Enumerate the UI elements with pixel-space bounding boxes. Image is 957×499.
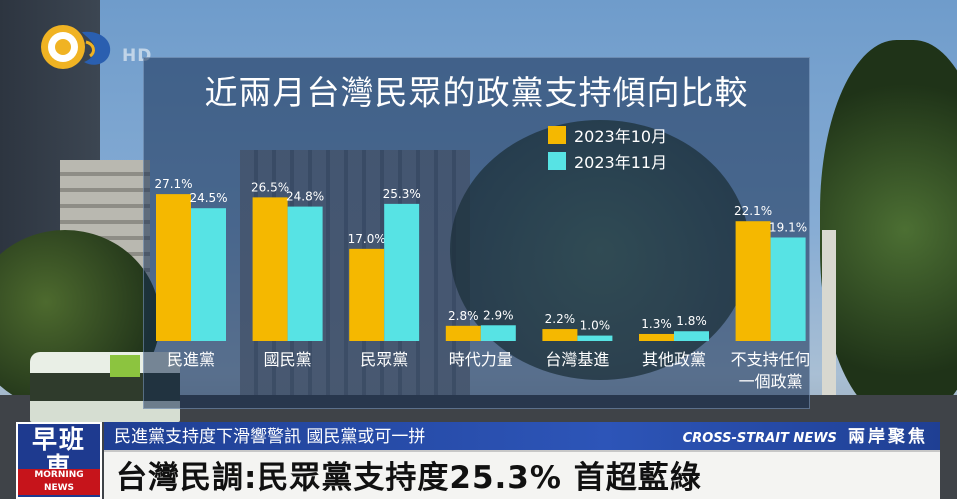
legend-swatch-oct	[548, 126, 566, 144]
program-logo: 早班 車 MORNING NEWS	[16, 422, 102, 499]
chart-panel: 近兩月台灣民眾的政黨支持傾向比較 2023年10月 2023年11月 27.1%…	[143, 57, 810, 409]
legend-swatch-nov	[548, 152, 566, 170]
segment-label-en: CROSS-STRAIT NEWS	[682, 431, 837, 446]
data-label-nov-6: 19.1%	[769, 220, 807, 234]
headline-bar: 台灣民調:民眾黨支持度25.3% 首超藍綠	[104, 450, 940, 499]
bar-oct-3	[445, 325, 481, 341]
category-label-3: 時代力量	[449, 350, 513, 369]
category-label-4: 台灣基進	[545, 350, 609, 369]
bar-oct-2	[349, 248, 385, 341]
bar-chart-plot: 27.1%24.5% 民進黨 26.5%24.8% 國民黨 17.0% 25.3% 民眾黨 2…	[154, 177, 809, 391]
legend-item-oct: 2023年10月	[548, 122, 667, 148]
category-label-5: 其他政黨	[642, 350, 706, 369]
category-label-6-line1: 不支持任何	[731, 350, 809, 369]
data-label-nov-2: 25.3%	[383, 187, 421, 201]
bar-nov-2	[384, 203, 420, 341]
ticker-text: 民進黨支持度下滑響警訊 國民黨或可一拼	[114, 427, 426, 447]
data-label-oct-6: 22.1%	[734, 204, 772, 218]
bar-nov-4	[577, 335, 613, 341]
bar-nov-6	[770, 237, 806, 341]
data-label-oct-0: 27.1%	[154, 177, 192, 191]
bar-oct-6	[735, 221, 771, 341]
legend-label-oct: 2023年10月	[574, 127, 668, 146]
bar-oct-1	[252, 197, 288, 341]
data-label-oct-5: 1.3%	[641, 317, 672, 331]
legend-label-nov: 2023年11月	[574, 153, 668, 172]
data-label-oct-4: 2.2%	[545, 312, 576, 326]
chart-title: 近兩月台灣民眾的政黨支持傾向比較	[204, 73, 749, 112]
bar-oct-0	[156, 194, 191, 341]
data-label-oct-2: 17.0%	[348, 232, 386, 246]
data-label-nov-0: 24.5%	[189, 191, 227, 205]
category-label-2: 民眾黨	[360, 350, 408, 369]
data-label-nov-1: 24.8%	[286, 190, 324, 204]
channel-logo	[41, 25, 111, 69]
bar-nov-3	[480, 325, 516, 341]
data-label-nov-4: 1.0%	[580, 319, 611, 333]
bar-oct-4	[542, 329, 578, 341]
segment-label-zh: 兩岸聚焦	[848, 427, 928, 447]
data-label-oct-1: 26.5%	[251, 180, 289, 194]
legend-item-nov: 2023年11月	[548, 148, 667, 174]
category-label-0: 民進黨	[167, 350, 215, 369]
segment-label: CROSS-STRAIT NEWS 兩岸聚焦	[683, 422, 928, 451]
data-label-oct-3: 2.8%	[448, 309, 479, 323]
headline-text: 台灣民調:民眾黨支持度25.3% 首超藍綠	[116, 460, 702, 496]
program-logo-line1: 早班	[31, 425, 86, 454]
data-label-nov-3: 2.9%	[483, 308, 514, 322]
bar-nov-1	[287, 206, 323, 341]
bar-oct-5	[639, 333, 674, 341]
category-label-6-line2: 一個政黨	[739, 372, 803, 391]
chart-legend: 2023年10月 2023年11月	[548, 122, 667, 174]
category-label-1: 國民黨	[264, 350, 312, 369]
bar-nov-5	[674, 331, 709, 341]
program-logo-subtitle: MORNING NEWS	[18, 469, 100, 495]
data-label-nov-5: 1.8%	[676, 314, 707, 328]
bar-nov-0	[191, 208, 226, 341]
ticker-bar: 民進黨支持度下滑響警訊 國民黨或可一拼 CROSS-STRAIT NEWS 兩岸…	[104, 422, 940, 450]
